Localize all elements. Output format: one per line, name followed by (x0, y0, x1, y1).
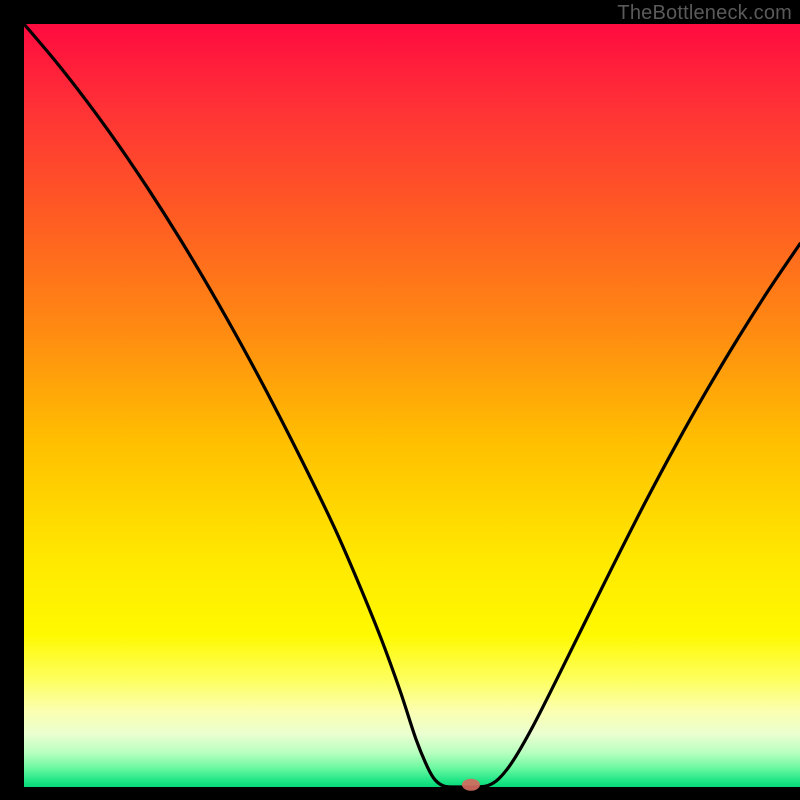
chart-svg (0, 0, 800, 800)
optimal-marker (462, 779, 480, 791)
plot-background (24, 24, 800, 787)
watermark-text: TheBottleneck.com (617, 2, 792, 25)
bottleneck-chart: TheBottleneck.com (0, 0, 800, 800)
